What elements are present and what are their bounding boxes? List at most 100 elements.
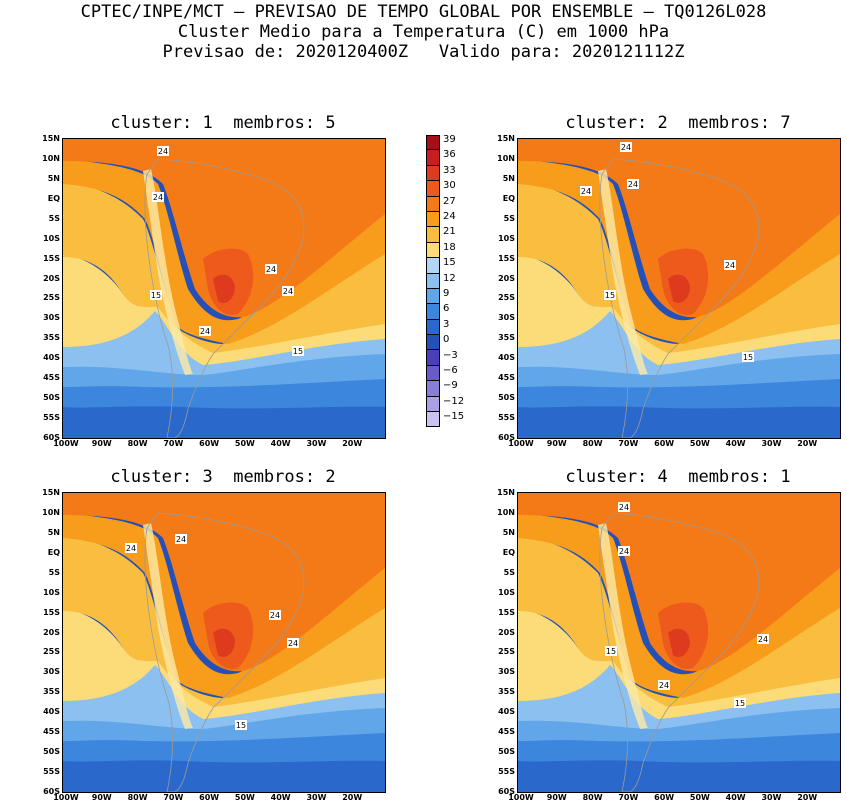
andes-cold-strip — [598, 523, 648, 729]
lat-tick-label: 15N — [42, 134, 60, 143]
panel-title-2: cluster: 2 membros: 7 — [565, 113, 791, 133]
lon-tick-label: 80W — [582, 439, 603, 448]
contour-label: 15 — [150, 290, 162, 300]
svg-text:24: 24 — [725, 261, 735, 270]
lat-tick-label: 20S — [43, 273, 60, 283]
lon-tick-label: 90W — [546, 793, 567, 802]
lat-tick-label: EQ — [47, 547, 60, 557]
lat-tick-label: 20S — [498, 273, 515, 283]
colorbar-label: 30 — [443, 180, 456, 192]
colorbar-label: −15 — [443, 411, 465, 423]
lon-tick-label: 70W — [618, 439, 639, 448]
temperature-band — [63, 753, 385, 792]
svg-text:24: 24 — [659, 681, 669, 690]
contour-label: 24 — [757, 634, 769, 644]
lon-tick-label: 100W — [53, 793, 79, 802]
svg-text:24: 24 — [126, 544, 136, 553]
lat-tick-label: 5N — [47, 173, 60, 183]
lon-tick-label: 100W — [508, 439, 534, 448]
colorbar-swatch — [426, 350, 440, 366]
contour-label: 24 — [125, 543, 137, 553]
andes-cold-strip — [598, 169, 648, 375]
colorbar-label: 33 — [443, 164, 456, 176]
lat-tick-label: 25S — [498, 647, 515, 657]
figure-title-line1: CPTEC/INPE/MCT — PREVISAO DE TEMPO GLOBA… — [80, 2, 767, 22]
svg-text:15: 15 — [151, 291, 161, 300]
lat-tick-label: EQ — [502, 547, 515, 557]
lat-tick-label: 15N — [42, 488, 60, 497]
svg-text:24: 24 — [153, 193, 163, 202]
map-panel-1: 24 24 24 24 15 24 15 — [62, 138, 386, 439]
lat-tick-label: 5S — [48, 567, 60, 577]
temperature-band — [518, 399, 840, 438]
longitude-axis-labels: 100W 90W 80W 70W 60W 50W 40W 30W 20W — [508, 439, 839, 451]
lon-tick-label: 20W — [797, 793, 818, 802]
svg-text:24: 24 — [158, 147, 168, 156]
lat-tick-label: 45S — [498, 727, 515, 737]
lat-tick-label: 35S — [43, 687, 60, 697]
svg-text:15: 15 — [236, 721, 246, 730]
colorbar-label: 6 — [443, 303, 450, 315]
colorbar-swatch — [426, 319, 440, 336]
contour-label: 15 — [292, 346, 304, 356]
contour-label: 24 — [618, 546, 630, 556]
lon-tick-label: 50W — [689, 439, 710, 448]
lat-tick-label: 55S — [498, 767, 515, 777]
colorbar-label: 39 — [443, 134, 456, 145]
lon-tick-label: 20W — [342, 793, 363, 802]
temperature-band — [518, 309, 840, 375]
lat-tick-label: 55S — [498, 413, 515, 423]
colorbar-label: −12 — [443, 395, 465, 407]
temperature-band — [213, 628, 235, 658]
lat-tick-label: 10N — [42, 153, 60, 163]
temperature-field-map: 24 24 24 15 24 15 — [518, 493, 840, 792]
colorbar-label: 0 — [443, 334, 450, 346]
lat-tick-label: 45S — [43, 373, 60, 383]
colorbar-swatch — [426, 288, 440, 305]
contour-label: 24 — [627, 179, 639, 189]
lat-tick-label: 40S — [43, 707, 60, 717]
svg-text:15: 15 — [606, 647, 616, 656]
temperature-band — [518, 159, 840, 344]
colorbar-swatch — [426, 211, 440, 228]
contour-label: 24 — [282, 286, 294, 296]
lat-tick-label: 15S — [498, 607, 515, 617]
lon-tick-label: 50W — [234, 793, 255, 802]
colorbar-label: 36 — [443, 149, 456, 161]
longitude-axis-labels: 100W 90W 80W 70W 60W 50W 40W 30W 20W — [53, 793, 384, 805]
lon-tick-label: 80W — [582, 793, 603, 802]
colorbar-swatch — [426, 304, 440, 320]
lat-tick-label: 60S — [43, 433, 60, 442]
lat-tick-label: 50S — [43, 393, 60, 403]
colorbar-swatch — [426, 258, 440, 274]
svg-text:24: 24 — [621, 143, 631, 152]
svg-text:24: 24 — [619, 547, 629, 556]
lon-tick-label: 40W — [270, 439, 291, 448]
figure-title-line3: Previsao de: 2020120400Z Valido para: 20… — [162, 42, 685, 62]
lon-tick-label: 100W — [508, 793, 534, 802]
lon-tick-label: 70W — [163, 439, 184, 448]
lat-tick-label: 55S — [43, 767, 60, 777]
contour-label: 15 — [734, 698, 746, 708]
colorbar-swatch — [426, 365, 440, 382]
lat-tick-label: 30S — [498, 313, 515, 323]
lat-tick-label: 10S — [43, 587, 60, 597]
lat-tick-label: 10N — [497, 153, 515, 163]
colorbar-label: 12 — [443, 272, 456, 284]
colorbar-label: 3 — [443, 318, 450, 330]
temperature-field-map: 24 24 24 24 15 15 — [518, 139, 840, 438]
lat-tick-label: 40S — [43, 353, 60, 363]
colorbar-label: 24 — [443, 211, 456, 222]
temperature-band — [63, 159, 385, 344]
temperature-band — [213, 274, 235, 304]
lat-tick-label: 30S — [43, 313, 60, 323]
colorbar-label: 27 — [443, 195, 456, 207]
lat-tick-label: EQ — [47, 193, 60, 203]
temperature-field-map: 24 24 24 24 15 24 15 — [63, 139, 385, 438]
lon-tick-label: 40W — [270, 793, 291, 802]
lat-tick-label: 50S — [43, 747, 60, 757]
temperature-band — [63, 513, 385, 698]
colorbar-swatch — [426, 150, 440, 166]
lat-tick-label: 5S — [503, 567, 515, 577]
lat-tick-label: 25S — [43, 647, 60, 657]
